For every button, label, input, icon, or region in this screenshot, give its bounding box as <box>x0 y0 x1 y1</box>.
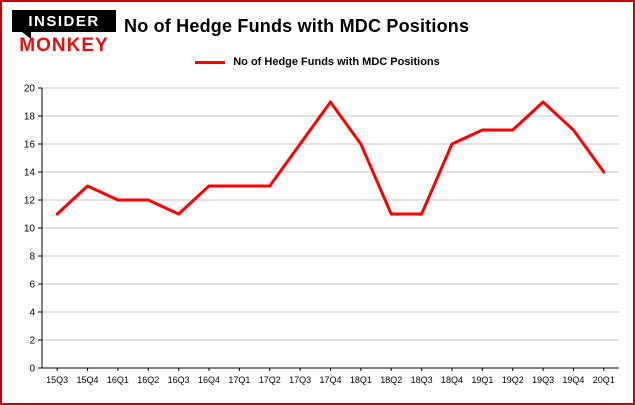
svg-text:15Q4: 15Q4 <box>77 375 99 385</box>
svg-text:18Q1: 18Q1 <box>350 375 372 385</box>
svg-text:19Q4: 19Q4 <box>562 375 584 385</box>
svg-text:16Q4: 16Q4 <box>198 375 220 385</box>
svg-text:18Q3: 18Q3 <box>411 375 433 385</box>
svg-text:2: 2 <box>29 336 35 347</box>
legend-label: No of Hedge Funds with MDC Positions <box>233 56 440 68</box>
svg-text:0: 0 <box>29 364 35 375</box>
svg-text:18Q4: 18Q4 <box>441 375 463 385</box>
insider-monkey-logo: INSIDER MONKEY <box>12 10 116 57</box>
svg-text:17Q4: 17Q4 <box>319 375 341 385</box>
svg-text:16Q3: 16Q3 <box>168 375 190 385</box>
svg-text:14: 14 <box>24 168 36 179</box>
logo-speech-tail <box>22 32 31 39</box>
svg-text:20Q1: 20Q1 <box>593 375 615 385</box>
legend-line-swatch <box>195 60 226 64</box>
svg-text:6: 6 <box>29 280 35 291</box>
svg-text:19Q2: 19Q2 <box>502 375 524 385</box>
logo-insider-text: INSIDER <box>12 10 116 32</box>
svg-text:18Q2: 18Q2 <box>380 375 402 385</box>
svg-text:17Q2: 17Q2 <box>259 375 281 385</box>
logo-monkey-text: MONKEY <box>19 35 109 56</box>
svg-text:8: 8 <box>29 252 35 263</box>
svg-text:10: 10 <box>24 224 36 235</box>
chart-header: INSIDER MONKEY No of Hedge Funds with MD… <box>2 2 633 80</box>
svg-text:18: 18 <box>24 112 36 123</box>
page-title: No of Hedge Funds with MDC Positions <box>124 16 470 36</box>
svg-text:19Q3: 19Q3 <box>532 375 554 385</box>
svg-text:16Q1: 16Q1 <box>107 375 129 385</box>
svg-text:19Q1: 19Q1 <box>471 375 493 385</box>
line-chart: 0 2 4 6 8 10 12 14 16 18 20 15Q3 15Q4 16Q1 16Q2 16Q3 16Q… <box>24 84 619 385</box>
svg-text:17Q3: 17Q3 <box>289 375 311 385</box>
svg-text:12: 12 <box>24 196 36 207</box>
chart-legend: No of Hedge Funds with MDC Positions <box>2 56 633 68</box>
svg-text:16Q2: 16Q2 <box>137 375 159 385</box>
svg-text:4: 4 <box>29 308 35 319</box>
svg-text:20: 20 <box>24 84 36 95</box>
svg-text:16: 16 <box>24 140 36 151</box>
svg-text:17Q1: 17Q1 <box>228 375 250 385</box>
svg-text:15Q3: 15Q3 <box>46 375 68 385</box>
